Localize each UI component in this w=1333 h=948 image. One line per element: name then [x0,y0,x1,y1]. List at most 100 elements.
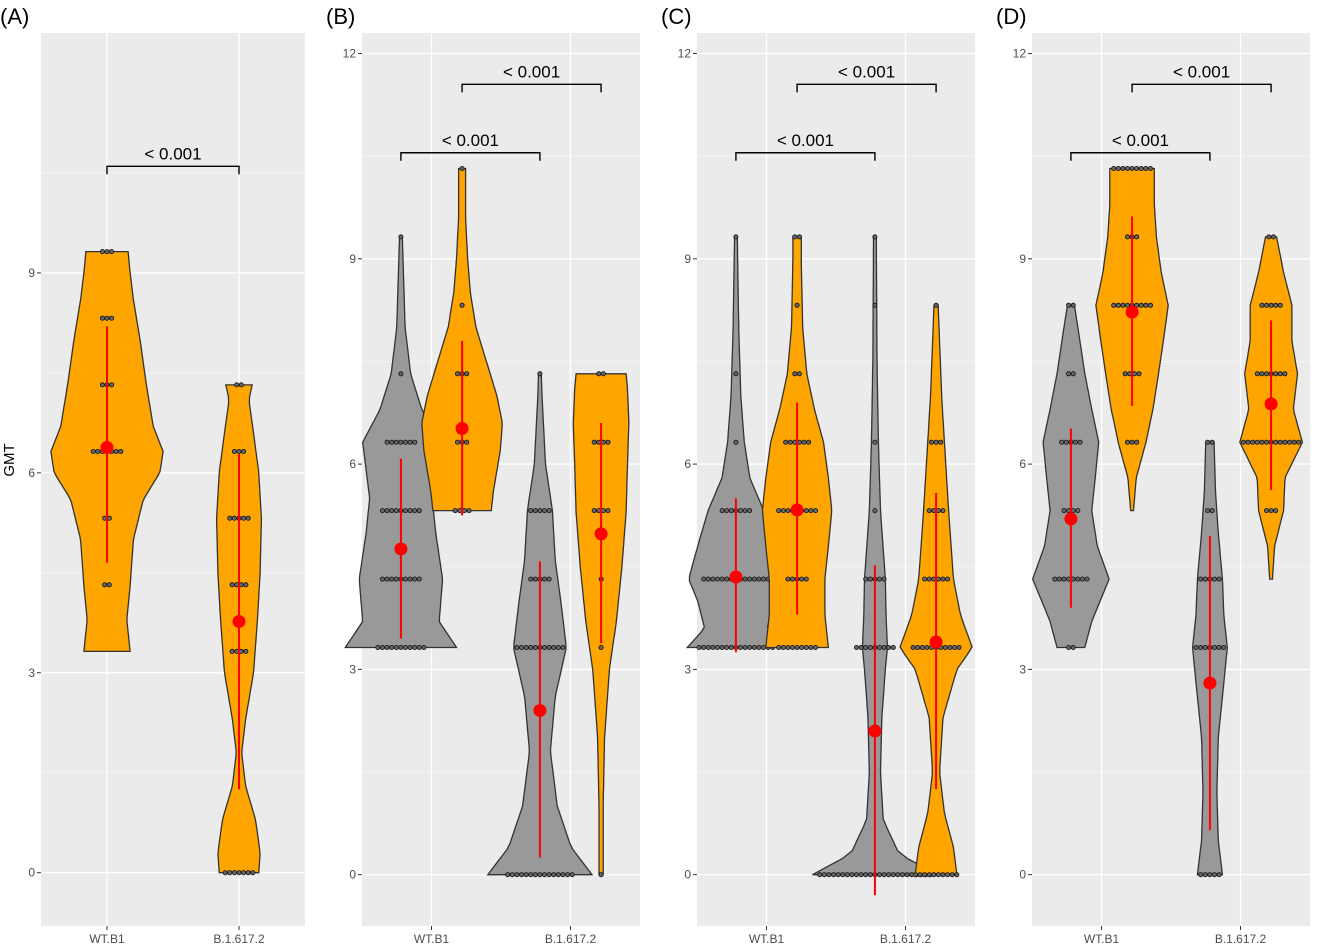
data-dot [785,645,791,651]
data-dot [546,645,552,651]
data-dot [1138,165,1144,171]
data-dot [863,576,869,582]
violin-WT.B1-grey [685,234,787,653]
data-dot [1136,371,1142,377]
data-dots [452,165,472,514]
data-dot [99,315,105,321]
data-dot [537,371,543,377]
violin-B.1.617.2-grey [812,234,938,896]
data-dot [954,872,960,878]
data-dot [922,872,928,878]
data-dot [719,576,725,582]
data-dot [926,576,932,582]
data-dot [863,872,869,878]
data-dot [1059,439,1065,445]
data-dot [384,439,390,445]
data-dot [236,870,242,876]
data-dot [922,576,928,582]
data-dot [551,645,557,651]
data-dot [113,448,119,454]
data-dot [231,448,237,454]
x-tick-label: B.1.617.2 [213,932,265,946]
data-dot [796,371,802,377]
data-dot [747,645,753,651]
data-dot [794,645,800,651]
data-dot [384,508,390,514]
data-dot [1266,234,1272,240]
data-dot [863,645,869,651]
data-dot [910,645,916,651]
data-dot [1268,508,1274,514]
data-dot [1209,508,1215,514]
mean-point [100,441,114,455]
mean-point [455,422,469,436]
data-dot [1075,576,1081,582]
data-dot [375,645,381,651]
data-dot [416,508,422,514]
data-dot [696,645,702,651]
data-dot [790,576,796,582]
data-dot [416,645,422,651]
x-tick-label: WT.B1 [89,932,125,946]
data-dot [1052,576,1058,582]
data-dot [854,872,860,878]
data-dot [881,576,887,582]
data-dot [402,645,408,651]
data-dot [728,645,734,651]
data-dot [1056,576,1062,582]
data-dot [780,645,786,651]
data-dot [1212,645,1218,651]
data-dot [1077,439,1083,445]
data-dot [1277,439,1283,445]
significance-bracket: < 0.001 [796,62,937,93]
data-dot [738,645,744,651]
data-dot [747,508,753,514]
data-dot [514,645,520,651]
data-dot [826,872,832,878]
data-dot [600,371,606,377]
data-dot [245,870,251,876]
mean-point [533,703,547,717]
data-dot [514,872,520,878]
data-dot [945,576,951,582]
data-dot [940,872,946,878]
data-dot [952,645,958,651]
data-dot [1291,439,1297,445]
data-dot [528,576,534,582]
data-dot [938,439,944,445]
data-dot [728,508,734,514]
data-dot [840,872,846,878]
data-dot [877,645,883,651]
data-dot [872,234,878,240]
data-dot [813,645,819,651]
data-dot [705,645,711,651]
data-dot [241,515,247,521]
data-dot [243,648,249,654]
data-dot [236,448,242,454]
data-dot [1063,439,1069,445]
data-dot [234,382,240,388]
data-dot [402,576,408,582]
data-dot [1245,439,1251,445]
data-dot [1129,165,1135,171]
data-dot [546,872,552,878]
data-dot [1066,645,1072,651]
data-dot [1277,371,1283,377]
data-dot [701,645,707,651]
data-dot [806,439,812,445]
data-dot [241,870,247,876]
data-dot [109,382,115,388]
y-tick-label: 0 [684,868,691,882]
data-dot [831,872,837,878]
data-dot [241,448,247,454]
y-tick-label: 12 [343,47,357,61]
data-dot [389,439,395,445]
data-dot [915,645,921,651]
data-dot [756,645,762,651]
data-dot [551,872,557,878]
x-tick-label: WT.B1 [1084,932,1120,946]
data-dot [1202,872,1208,878]
violin-B.1.617.2-orange [572,371,630,878]
data-dot [407,439,413,445]
y-tick-label: 6 [28,466,35,480]
